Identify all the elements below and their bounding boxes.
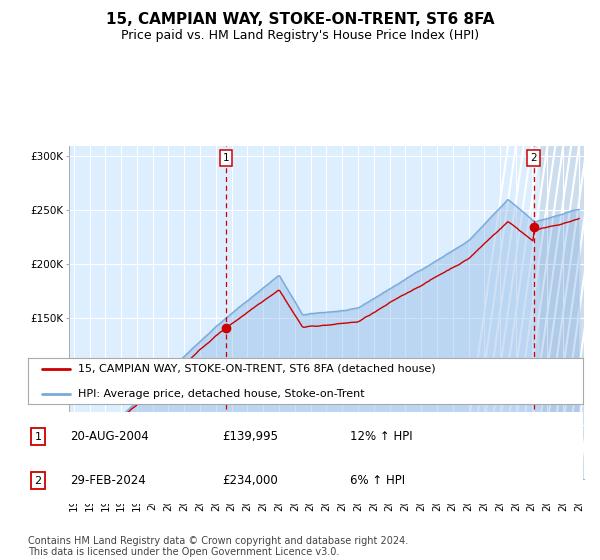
Text: 15, CAMPIAN WAY, STOKE-ON-TRENT, ST6 8FA (detached house): 15, CAMPIAN WAY, STOKE-ON-TRENT, ST6 8FA…: [78, 364, 436, 374]
Text: 15, CAMPIAN WAY, STOKE-ON-TRENT, ST6 8FA: 15, CAMPIAN WAY, STOKE-ON-TRENT, ST6 8FA: [106, 12, 494, 27]
Text: Price paid vs. HM Land Registry's House Price Index (HPI): Price paid vs. HM Land Registry's House …: [121, 29, 479, 42]
Text: £139,995: £139,995: [222, 430, 278, 443]
Text: Contains HM Land Registry data © Crown copyright and database right 2024.
This d: Contains HM Land Registry data © Crown c…: [28, 535, 409, 557]
Text: 2: 2: [35, 476, 42, 486]
Text: 20-AUG-2004: 20-AUG-2004: [70, 430, 149, 443]
Text: 6% ↑ HPI: 6% ↑ HPI: [350, 474, 405, 487]
Text: £234,000: £234,000: [222, 474, 278, 487]
Text: HPI: Average price, detached house, Stoke-on-Trent: HPI: Average price, detached house, Stok…: [78, 389, 365, 399]
Text: 1: 1: [35, 432, 41, 441]
Text: 2: 2: [530, 153, 537, 164]
Text: 12% ↑ HPI: 12% ↑ HPI: [350, 430, 412, 443]
Text: 1: 1: [223, 153, 229, 164]
Bar: [539, 146, 584, 479]
Text: 29-FEB-2024: 29-FEB-2024: [70, 474, 146, 487]
